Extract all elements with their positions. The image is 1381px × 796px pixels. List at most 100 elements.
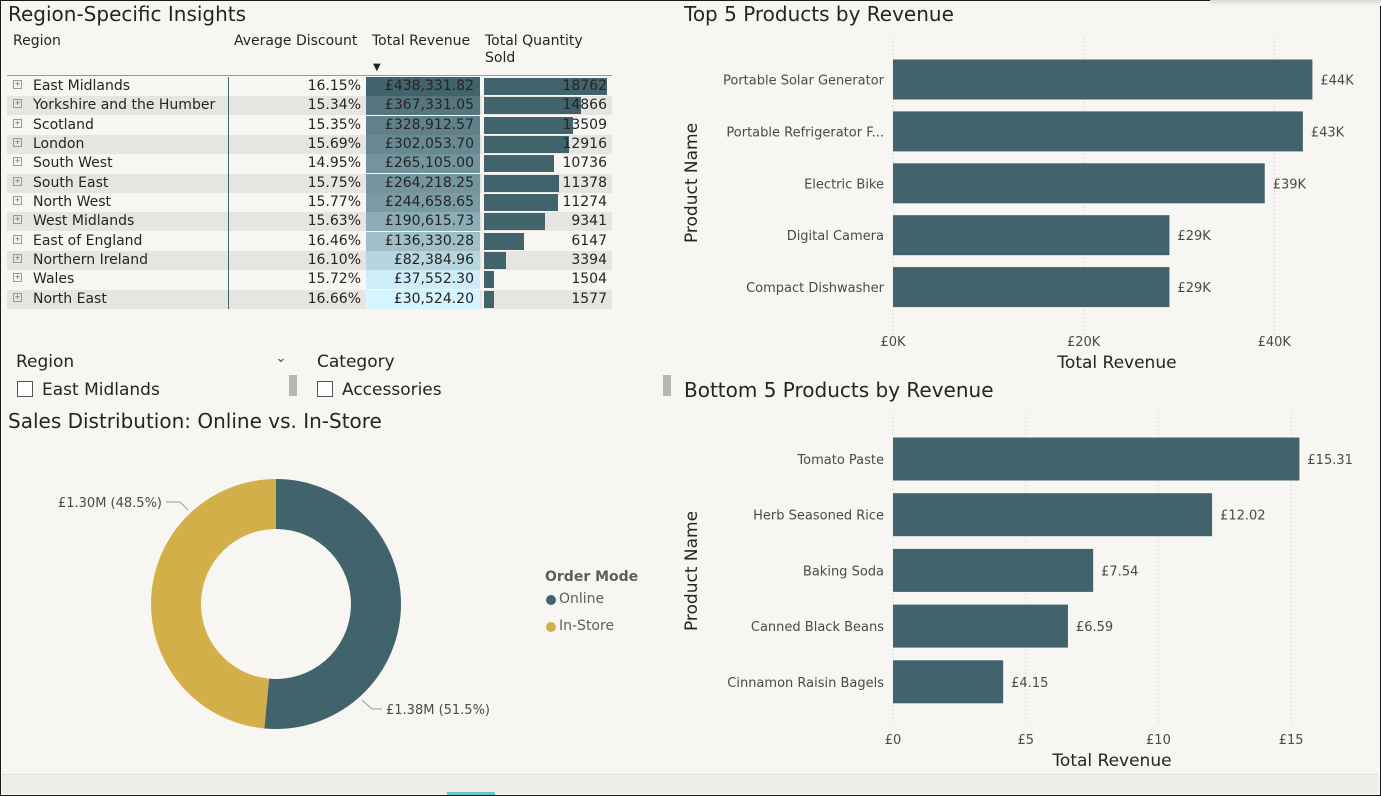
header-average-discount[interactable]: Average Discount xyxy=(234,33,358,49)
region-slicer-option[interactable]: East Midlands xyxy=(42,380,160,400)
cell-region: London xyxy=(33,135,85,152)
category-label: Electric Bike xyxy=(804,177,884,192)
data-label: £15.31 xyxy=(1307,453,1353,468)
cell-region: West Midlands xyxy=(33,213,135,230)
expand-icon[interactable]: + xyxy=(13,292,22,302)
cell-total-revenue: £82,384.96 xyxy=(393,251,474,268)
table-row[interactable]: + South East 15.75% £264,218.25 11378 xyxy=(7,173,612,193)
data-label: £29K xyxy=(1177,281,1211,296)
table-row[interactable]: + West Midlands 15.63% £190,615.73 9341 xyxy=(7,212,612,232)
legend-online[interactable]: Online xyxy=(559,591,605,607)
table-row[interactable]: + Northern Ireland 16.10% £82,384.96 3394 xyxy=(7,250,612,270)
cell-region: South West xyxy=(33,155,113,172)
table-row[interactable]: + North West 15.77% £244,658.65 11274 xyxy=(7,192,612,212)
online-slice[interactable] xyxy=(264,479,402,729)
header-region[interactable]: Region xyxy=(13,33,61,49)
data-label: £6.59 xyxy=(1076,620,1113,635)
expand-icon[interactable]: + xyxy=(13,137,22,147)
quantity-data-bar xyxy=(484,135,569,153)
bar[interactable] xyxy=(893,493,1213,537)
cell-total-quantity: 10736 xyxy=(562,155,607,172)
expand-icon[interactable]: + xyxy=(13,176,22,186)
revenue-heat-cell xyxy=(366,231,480,251)
x-tick-label: £15 xyxy=(1279,733,1304,748)
active-page-tab[interactable] xyxy=(447,792,495,795)
cell-total-revenue: £136,330.28 xyxy=(384,232,474,249)
cell-average-discount: 16.66% xyxy=(307,290,361,307)
cell-total-revenue: £30,524.20 xyxy=(393,290,474,307)
cell-average-discount: 15.77% xyxy=(307,193,361,210)
cell-region: North West xyxy=(33,193,112,210)
bar[interactable] xyxy=(893,215,1170,256)
cell-total-revenue: £438,331.82 xyxy=(384,78,474,94)
bar[interactable] xyxy=(893,548,1094,592)
data-label: £29K xyxy=(1177,229,1211,244)
bar[interactable] xyxy=(893,660,1004,704)
in-store-legend-marker xyxy=(546,622,556,632)
accessories-checkbox[interactable] xyxy=(317,381,333,397)
expand-icon[interactable]: + xyxy=(13,234,22,244)
cell-average-discount: 16.46% xyxy=(307,232,361,249)
cell-total-revenue: £367,331.05 xyxy=(384,97,474,114)
expand-icon[interactable]: + xyxy=(13,99,22,109)
cell-total-revenue: £302,053.70 xyxy=(384,135,474,152)
revenue-heat-cell xyxy=(366,96,480,116)
table-row[interactable]: + East Midlands 16.15% £438,331.82 18762 xyxy=(7,77,612,96)
table-row[interactable]: + Scotland 15.35% £328,912.57 13509 xyxy=(7,115,612,135)
cell-region: East Midlands xyxy=(33,78,131,94)
expand-icon[interactable]: + xyxy=(13,253,22,263)
cell-average-discount: 15.63% xyxy=(307,213,361,230)
revenue-heat-cell xyxy=(366,115,480,135)
cell-total-quantity: 3394 xyxy=(571,251,607,268)
online-legend-marker xyxy=(546,595,556,605)
expand-icon[interactable]: + xyxy=(13,157,22,167)
bar[interactable] xyxy=(893,604,1068,648)
category-slicer-option[interactable]: Accessories xyxy=(342,380,442,400)
sort-desc-icon[interactable]: ▼ xyxy=(373,62,381,73)
bottom5-bar-chart: £0 £5 £10 £15 Tomato Paste £15.31 Herb Seasone… xyxy=(682,413,1353,771)
table-row[interactable]: + North East 16.66% £30,524.20 1577 xyxy=(7,289,612,309)
cell-average-discount: 15.72% xyxy=(307,271,361,288)
chevron-down-icon[interactable]: ⌄ xyxy=(275,350,287,366)
donut-title: Sales Distribution: Online vs. In-Store xyxy=(8,409,382,433)
expand-icon[interactable]: + xyxy=(13,215,22,225)
quantity-data-bar xyxy=(484,271,494,289)
cell-total-revenue: £190,615.73 xyxy=(384,213,474,230)
legend-in-store[interactable]: In-Store xyxy=(559,618,615,634)
bar[interactable] xyxy=(893,59,1313,100)
category-label: Digital Camera xyxy=(787,229,884,244)
category-slicer-scrollbar[interactable] xyxy=(663,375,671,396)
expand-icon[interactable]: + xyxy=(13,273,22,283)
x-tick-label: £0 xyxy=(885,733,902,748)
category-slicer-title: Category xyxy=(317,352,395,372)
table-row[interactable]: + Yorkshire and the Humber 15.34% £367,331.… xyxy=(7,96,612,116)
top5-title: Top 5 Products by Revenue xyxy=(684,2,954,26)
cell-average-discount: 16.10% xyxy=(307,251,361,268)
data-label: £39K xyxy=(1273,177,1307,192)
bar[interactable] xyxy=(893,267,1170,308)
revenue-heat-cell xyxy=(366,289,480,309)
table-row[interactable]: + London 15.69% £302,053.70 12916 xyxy=(7,134,612,154)
category-label: Tomato Paste xyxy=(796,453,884,468)
bar[interactable] xyxy=(893,163,1265,204)
expand-icon[interactable]: + xyxy=(13,195,22,205)
in-store-data-label: £1.30M (48.5%) xyxy=(58,496,162,511)
table-row[interactable]: + Wales 15.72% £37,552.30 1504 xyxy=(7,270,612,290)
header-total-revenue[interactable]: Total Revenue xyxy=(372,33,471,49)
east-midlands-checkbox[interactable] xyxy=(17,381,33,397)
table-row[interactable]: + South West 14.95% £265,105.00 10736 xyxy=(7,154,612,174)
cell-total-quantity: 14866 xyxy=(562,97,607,114)
category-label: Compact Dishwasher xyxy=(746,281,885,296)
expand-icon[interactable]: + xyxy=(13,118,22,128)
expand-icon[interactable]: + xyxy=(13,80,22,89)
table-row[interactable]: + East of England 16.46% £136,330.28 6147 xyxy=(7,231,612,251)
bar[interactable] xyxy=(893,111,1303,152)
cell-region: Scotland xyxy=(33,116,94,133)
bar[interactable] xyxy=(893,437,1300,481)
header-total-quantity-sold[interactable]: Total Quantity Sold xyxy=(485,33,583,66)
cell-average-discount: 15.34% xyxy=(307,97,361,114)
region-slicer-scrollbar[interactable] xyxy=(289,375,297,396)
in-store-slice[interactable] xyxy=(151,479,276,729)
category-label: Canned Black Beans xyxy=(751,620,884,635)
quantity-data-bar xyxy=(484,290,495,308)
